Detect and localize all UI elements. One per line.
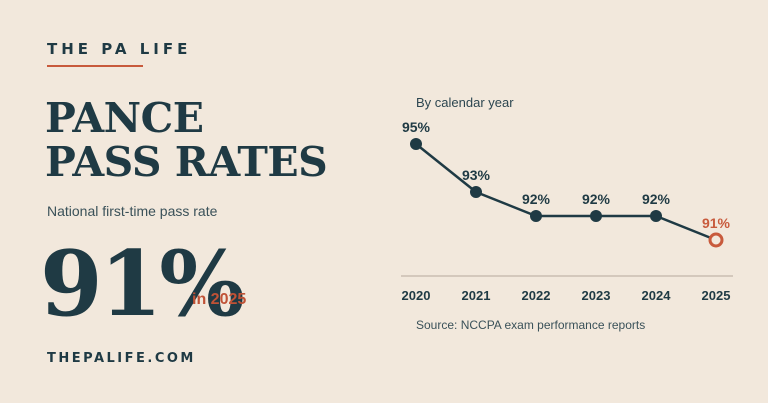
website-url: THEPALIFE.COM [47,351,196,366]
data-label-2024: 92% [642,191,671,207]
brand-underline [47,65,143,67]
data-label-2022: 92% [522,191,551,207]
data-label-2025: 91% [702,215,731,231]
data-point-2025 [708,232,724,248]
data-point-2022 [530,210,542,222]
data-point-2023 [590,210,602,222]
x-tick-2023: 2023 [582,288,611,303]
data-point-2020 [410,138,422,150]
page-title: PANCE PASS RATES [45,94,328,186]
headline-value: 91% [40,231,245,337]
brand-label: THE PA LIFE [47,40,192,58]
headline-year: in 2025 [192,291,247,308]
x-tick-2020: 2020 [402,288,431,303]
title-line-2: PASS RATES [45,138,328,186]
chart-caption: By calendar year [416,95,514,110]
series-line [415,143,717,242]
x-tick-2022: 2022 [522,288,551,303]
x-tick-2025: 2025 [702,288,731,303]
data-label-2021: 93% [462,167,491,183]
x-tick-2024: 2024 [642,288,672,303]
subtitle: National first-time pass rate [47,203,218,219]
data-label-2023: 92% [582,191,611,207]
data-point-2024 [650,210,662,222]
x-tick-2021: 2021 [462,288,491,303]
title-line-1: PANCE [45,94,204,142]
data-label-2020: 95% [402,119,431,135]
data-point-2021 [470,186,482,198]
source-note: Source: NCCPA exam performance reports [416,318,646,332]
